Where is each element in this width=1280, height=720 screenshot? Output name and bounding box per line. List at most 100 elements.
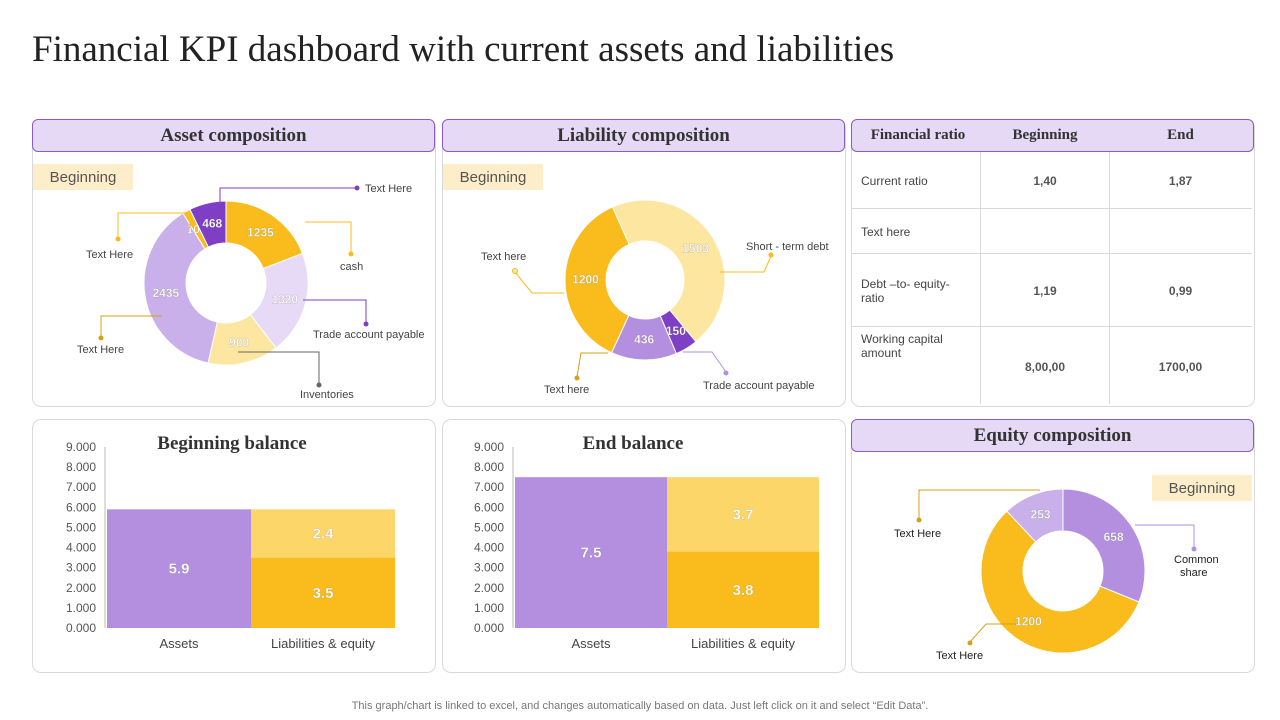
ratio-end: 0,99: [1168, 284, 1193, 298]
leader-dot: [115, 236, 121, 242]
ratio-beginning: 1,19: [1033, 284, 1057, 298]
liability-label-bottom-left: Text here: [544, 384, 589, 396]
y-tick-label: 1.000: [474, 601, 504, 615]
y-tick-label: 3.000: [66, 561, 96, 575]
y-tick-label: 1.000: [66, 601, 96, 615]
equity-label-bottom: Text Here: [936, 650, 983, 662]
asset-label-inventories: Inventories: [300, 389, 354, 401]
slice-value-label: 1320: [271, 292, 298, 306]
donut-slice: [143, 212, 218, 364]
ratio-label: Current ratio: [861, 174, 928, 188]
asset-composition-header: Asset composition: [32, 119, 435, 152]
financial-ratio-panel: [851, 119, 1255, 407]
equity-leader-dots: [916, 517, 1197, 646]
leader-dot: [363, 321, 369, 327]
liability-composition-header: Liability composition: [442, 119, 845, 152]
leader-dot: [574, 375, 580, 381]
liability-label-short-term: Short - term debt: [746, 241, 829, 253]
asset-label-left-bottom: Text Here: [77, 344, 124, 356]
slice-value-label: 900: [229, 336, 249, 350]
ratio-beginning: 1,40: [1033, 174, 1057, 188]
x-category-label: Liabilities & equity: [271, 636, 376, 651]
leader-dot: [354, 185, 360, 191]
slice-value-label: 1200: [1015, 614, 1042, 628]
leader-dot: [1191, 546, 1197, 552]
donut-slice: [1062, 488, 1146, 603]
liability-leaders: [514, 255, 772, 378]
bar-segment: [251, 509, 395, 558]
table-divider: [852, 326, 1252, 327]
y-tick-label: 2.000: [474, 581, 504, 595]
page-title: Financial KPI dashboard with current ass…: [32, 29, 895, 70]
equity-composition-header: Equity composition: [851, 419, 1254, 452]
bar-value-label: 3.8: [733, 582, 754, 599]
x-category-label: Assets: [159, 636, 199, 651]
y-tick-label: 6.000: [474, 500, 504, 514]
equity-leaders: [918, 489, 1195, 643]
bar-segment: [107, 509, 251, 628]
equity-label-common-line2: share: [1180, 567, 1208, 579]
col-financial-ratio: Financial ratio: [870, 126, 966, 143]
donut-slice: [980, 510, 1140, 654]
col-beginning: Beginning: [1012, 126, 1078, 143]
equity-donut: 658 1200 253: [980, 488, 1146, 654]
bar-value-label: 3.7: [733, 506, 754, 523]
equity-label-common-line1: Common: [1174, 554, 1219, 566]
asset-leader-dots: [98, 185, 369, 388]
asset-label-top: Text Here: [365, 183, 412, 195]
slice-value-label: 468: [202, 217, 222, 231]
ratio-label: Working capital amount: [861, 332, 943, 360]
leader-dot: [316, 382, 322, 388]
asset-label-cash: cash: [340, 261, 363, 273]
table-divider: [980, 152, 981, 404]
slice-value-label: 1200: [572, 273, 599, 287]
liability-leader-dots: [512, 252, 774, 381]
ratio-beginning: 8,00,00: [1024, 360, 1066, 374]
liability-donut: 1503 150 436 1200: [564, 199, 726, 361]
leader-dot: [98, 335, 104, 341]
table-divider: [1109, 152, 1110, 404]
bar-segment: [251, 557, 395, 628]
y-tick-label: 3.000: [474, 561, 504, 575]
end-balance-bars: 0.000 1.000 2.000 3.000 4.000 5.000 6.000 7.000…: [474, 440, 819, 651]
slice-value-label: 436: [634, 332, 654, 346]
table-divider: [852, 253, 1252, 254]
donut-slice: [611, 199, 726, 343]
slice-value-label: 2435: [152, 286, 179, 300]
bar-value-label: 7.5: [581, 545, 602, 562]
beginning-balance-title: Beginning balance: [157, 433, 307, 454]
bar-value-label: 5.9: [169, 561, 190, 578]
liability-label-trade: Trade account payable: [703, 380, 815, 392]
end-balance-title: End balance: [582, 433, 684, 454]
slice-value-label: 658: [1104, 530, 1124, 544]
beginning-balance-bars: 0.000 1.000 2.000 3.000 4.000 5.000 6.000 7.000…: [66, 440, 395, 651]
bar-segment: [515, 477, 667, 628]
asset-label-left-top: Text Here: [86, 249, 133, 261]
y-tick-label: 6.000: [66, 500, 96, 514]
leader-dot: [967, 640, 973, 646]
y-tick-label: 4.000: [66, 541, 96, 555]
asset-leaders: [100, 187, 367, 384]
asset-label-trade: Trade account payable: [313, 329, 425, 341]
bar-value-label: 2.4: [313, 525, 335, 542]
y-tick-label: 4.000: [474, 541, 504, 555]
y-tick-label: 9.000: [474, 440, 504, 454]
slice-value-label: 253: [1031, 507, 1051, 521]
x-category-label: Assets: [571, 636, 611, 651]
y-tick-label: 8.000: [66, 460, 96, 474]
equity-beginning-badge: Beginning: [1152, 475, 1252, 501]
asset-beginning-badge: Beginning: [33, 164, 133, 190]
col-end: End: [1167, 126, 1194, 143]
liability-beginning-badge: Beginning: [443, 164, 543, 190]
slice-value-label: 1503: [682, 242, 709, 256]
y-tick-label: 5.000: [66, 520, 96, 534]
leader-dot: [348, 251, 354, 257]
x-category-label: Liabilities & equity: [691, 636, 796, 651]
equity-label-top-left: Text Here: [894, 528, 941, 540]
y-tick-label: 5.000: [474, 520, 504, 534]
